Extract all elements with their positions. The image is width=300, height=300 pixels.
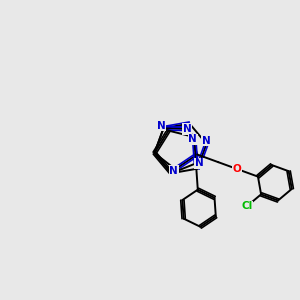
Text: N: N — [202, 136, 211, 146]
Text: N: N — [169, 166, 178, 176]
Text: O: O — [232, 164, 241, 174]
Text: N: N — [157, 121, 166, 131]
Text: Cl: Cl — [241, 201, 253, 211]
Text: N: N — [195, 158, 203, 168]
Text: N: N — [182, 124, 191, 134]
Text: N: N — [188, 134, 197, 144]
